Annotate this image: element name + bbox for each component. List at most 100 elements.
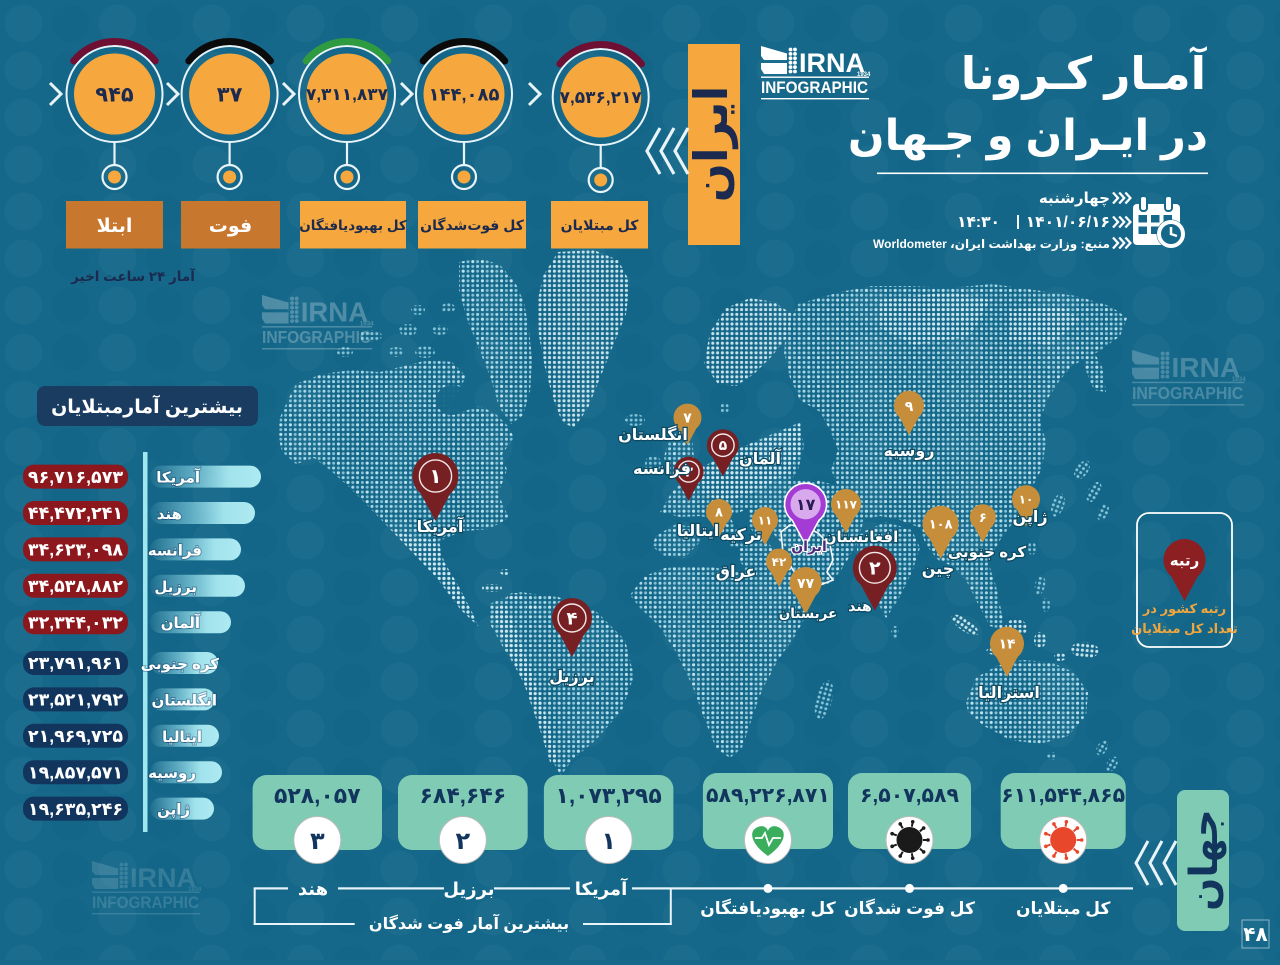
svg-text:۳: ۳ — [310, 828, 325, 855]
svg-text:۴۸: ۴۸ — [1243, 924, 1267, 946]
svg-text:۴: ۴ — [567, 608, 578, 628]
svg-text:1934: 1934 — [1232, 376, 1246, 383]
svg-text:برزیل: برزیل — [549, 669, 594, 686]
svg-text:۴۲: ۴۲ — [772, 555, 787, 569]
svg-text:۹۶,۷۱۶,۵۷۳: ۹۶,۷۱۶,۵۷۳ — [28, 467, 123, 487]
svg-text:کل مبتلایان: کل مبتلایان — [561, 217, 640, 233]
svg-text:۶۸۴,۶۴۶: ۶۸۴,۶۴۶ — [420, 783, 507, 808]
svg-text:۹۴۵: ۹۴۵ — [95, 84, 134, 107]
svg-text:کره جنوبی: کره جنوبی — [948, 544, 1026, 561]
svg-text:ایتالیا: ایتالیا — [677, 523, 720, 540]
svg-text:رتبه کشور در: رتبه کشور در — [1142, 601, 1226, 616]
svg-text:افغانستان: افغانستان — [824, 529, 899, 546]
svg-text:۱۴:۳۰: ۱۴:۳۰ — [957, 214, 1000, 231]
svg-text:ترکیه: ترکیه — [720, 527, 762, 544]
svg-text:چهارشنبه: چهارشنبه — [1039, 190, 1110, 208]
svg-text:هند: هند — [848, 598, 872, 614]
svg-text:۱,۰۷۳,۲۹۵: ۱,۰۷۳,۲۹۵ — [556, 783, 662, 808]
svg-text:INFOGRAPHIC: INFOGRAPHIC — [761, 78, 868, 97]
svg-text:ایران: ایران — [685, 86, 738, 203]
svg-text:۸: ۸ — [715, 505, 723, 520]
svg-text:فرانسه: فرانسه — [148, 542, 202, 559]
svg-text:۷۷: ۷۷ — [797, 575, 815, 591]
svg-text:ایتالیا: ایتالیا — [162, 729, 202, 746]
svg-text:۱۷: ۱۷ — [796, 497, 816, 514]
svg-text:فرانسه: فرانسه — [633, 461, 691, 478]
svg-text:۷: ۷ — [683, 410, 692, 426]
svg-text:۲۱,۹۶۹,۷۲۵: ۲۱,۹۶۹,۷۲۵ — [28, 726, 123, 746]
svg-text:کل مبتلایان: کل مبتلایان — [1016, 899, 1110, 918]
svg-text:۳: ۳ — [684, 464, 693, 480]
svg-text:کل فوت شدگان: کل فوت شدگان — [844, 898, 975, 919]
svg-text:|: | — [1016, 213, 1020, 230]
svg-text:۲: ۲ — [456, 828, 471, 855]
svg-text:ژاپن: ژاپن — [1012, 509, 1047, 527]
svg-text:تعداد کل مبتلایان: تعداد کل مبتلایان — [1131, 621, 1238, 636]
svg-text:برزیل: برزیل — [154, 579, 197, 596]
svg-text:کل بهبودیافتگان: کل بهبودیافتگان — [700, 898, 835, 919]
svg-text:INFOGRAPHIC: INFOGRAPHIC — [92, 893, 199, 912]
svg-text:انگلستان: انگلستان — [618, 425, 688, 444]
svg-text:رتبه: رتبه — [1170, 552, 1200, 569]
svg-text:بیشترین آمار فوت شدگان: بیشترین آمار فوت شدگان — [369, 913, 569, 933]
svg-text:جهان: جهان — [1183, 809, 1227, 911]
svg-text:برزیل: برزیل — [443, 879, 494, 900]
svg-text:چین: چین — [922, 561, 954, 579]
svg-text:۶,۵۰۷,۵۸۹: ۶,۵۰۷,۵۸۹ — [860, 784, 959, 807]
svg-text:۱: ۱ — [429, 466, 441, 488]
svg-text:کل فوت‌شدگان: کل فوت‌شدگان — [420, 217, 525, 234]
svg-text:هند: هند — [157, 506, 182, 523]
svg-text:در ایـران و جـهان: در ایـران و جـهان — [848, 112, 1208, 161]
svg-text:عربستان: عربستان — [779, 606, 838, 621]
svg-text:آلمان: آلمان — [739, 448, 781, 468]
svg-text:آمریکا: آمریکا — [575, 877, 628, 900]
svg-text:۳۲,۳۴۴,۰۳۲: ۳۲,۳۴۴,۰۳۲ — [28, 612, 123, 632]
svg-text:آمار ۲۴ ساعت اخیر: آمار ۲۴ ساعت اخیر — [70, 268, 195, 284]
svg-text:۵: ۵ — [719, 437, 728, 453]
svg-text:INFOGRAPHIC: INFOGRAPHIC — [1132, 383, 1243, 403]
svg-text:IRNA: IRNA — [130, 863, 196, 893]
svg-text:روسیه: روسیه — [883, 443, 934, 460]
svg-text:IRNA: IRNA — [1172, 352, 1241, 383]
svg-text:1934: 1934 — [188, 887, 202, 893]
svg-text:استرالیا: استرالیا — [978, 685, 1040, 702]
svg-text:1934: 1934 — [360, 321, 374, 328]
svg-text:منبع: وزارت بهداشت ایران، Worl: منبع: وزارت بهداشت ایران، Worldometer — [873, 237, 1110, 252]
svg-text:۱۹,۸۵۷,۵۷۱: ۱۹,۸۵۷,۵۷۱ — [28, 762, 123, 782]
svg-text:۱۱۷: ۱۱۷ — [835, 497, 858, 511]
svg-text:ژاپن: ژاپن — [157, 802, 190, 820]
svg-text:IRNA: IRNA — [301, 297, 368, 328]
svg-text:فوت: فوت — [209, 216, 252, 237]
svg-text:۱۴۴,۰۸۵: ۱۴۴,۰۸۵ — [429, 84, 500, 104]
svg-text:۶۱۱,۵۴۴,۸۶۵: ۶۱۱,۵۴۴,۸۶۵ — [1001, 784, 1125, 807]
svg-text:روسیه: روسیه — [148, 765, 196, 782]
svg-text:۳۷: ۳۷ — [217, 84, 243, 107]
svg-text:کره جنوبی: کره جنوبی — [141, 656, 219, 673]
svg-text:۲۳,۷۹۱,۹۶۱: ۲۳,۷۹۱,۹۶۱ — [28, 653, 123, 673]
svg-text:۱۴۰۱/۰۶/۱۶: ۱۴۰۱/۰۶/۱۶ — [1026, 214, 1110, 231]
svg-text:INFOGRAPHIC: INFOGRAPHIC — [262, 327, 372, 347]
svg-text:۱۰: ۱۰ — [1019, 493, 1034, 507]
svg-text:۵۲۸,۰۵۷: ۵۲۸,۰۵۷ — [274, 783, 361, 808]
svg-text:۷,۵۳۶,۲۱۷: ۷,۵۳۶,۲۱۷ — [560, 88, 643, 107]
svg-text:IRNA: IRNA — [799, 48, 865, 78]
svg-text:۴۴,۴۷۲,۲۴۱: ۴۴,۴۷۲,۲۴۱ — [28, 503, 123, 523]
svg-text:کل بهبودیافتگان: کل بهبودیافتگان — [299, 217, 407, 233]
svg-text:بیشترین آمارمبتلایان: بیشترین آمارمبتلایان — [51, 394, 243, 418]
svg-text:۹: ۹ — [905, 398, 914, 414]
svg-text:۳۴,۶۲۳,۰۹۸: ۳۴,۶۲۳,۰۹۸ — [28, 540, 123, 560]
svg-text:۱۹,۶۳۵,۲۴۶: ۱۹,۶۳۵,۲۴۶ — [28, 799, 123, 819]
svg-text:آمریکا: آمریکا — [417, 516, 464, 536]
svg-text:انگلستان: انگلستان — [152, 691, 217, 709]
svg-text:۱۰۸: ۱۰۸ — [929, 517, 953, 532]
svg-text:ایران: ایران — [791, 538, 827, 555]
svg-text:۱۱: ۱۱ — [758, 513, 773, 527]
svg-text:۵۸۹,۲۲۶,۸۷۱: ۵۸۹,۲۲۶,۸۷۱ — [706, 784, 830, 807]
svg-text:آمـار کـرونا: آمـار کـرونا — [961, 46, 1208, 100]
svg-text:۲: ۲ — [869, 559, 881, 580]
svg-text:۱۴: ۱۴ — [998, 636, 1016, 652]
svg-text:۲۳,۵۲۱,۷۹۲: ۲۳,۵۲۱,۷۹۲ — [28, 690, 123, 710]
svg-text:آلمان: آلمان — [161, 614, 201, 632]
svg-text:۱: ۱ — [601, 828, 616, 855]
svg-text:۷,۳۱۱,۸۳۷: ۷,۳۱۱,۸۳۷ — [306, 85, 389, 104]
